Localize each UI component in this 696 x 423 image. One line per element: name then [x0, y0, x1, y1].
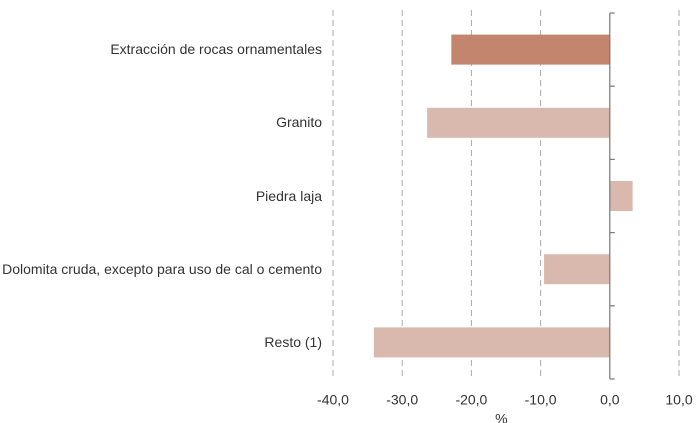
x-tick-label: -10,0 — [525, 392, 557, 408]
category-label: Piedra laja — [0, 188, 322, 205]
category-text: Resto (1) — [264, 333, 322, 350]
category-label: Extracción de rocas ornamentales — [0, 41, 322, 58]
bar — [609, 181, 633, 211]
x-tick-label: -30,0 — [386, 392, 418, 408]
bar — [373, 327, 610, 358]
x-tick-label: -40,0 — [317, 392, 349, 408]
category-text: Granito — [276, 114, 322, 131]
x-tick-label: 0,0 — [600, 392, 620, 408]
category-label: Dolomita cruda, excepto para uso de cal … — [0, 261, 322, 278]
category-label: Resto (1) — [0, 334, 322, 351]
category-text: Extracción de rocas ornamentales — [110, 41, 322, 58]
bar — [427, 107, 610, 138]
x-axis-label: % — [495, 411, 507, 423]
category-text: Piedra laja — [255, 187, 322, 204]
x-tick-label: -20,0 — [455, 392, 487, 408]
bar — [544, 254, 610, 285]
bar — [451, 34, 610, 65]
x-tick-label: 10,0 — [665, 392, 692, 408]
category-label: Granito — [0, 114, 322, 131]
category-text: Dolomita cruda, excepto para uso de cal … — [2, 260, 322, 277]
